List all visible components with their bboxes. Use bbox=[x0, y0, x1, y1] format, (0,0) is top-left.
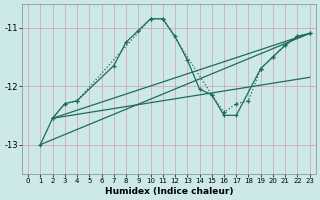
X-axis label: Humidex (Indice chaleur): Humidex (Indice chaleur) bbox=[105, 187, 233, 196]
